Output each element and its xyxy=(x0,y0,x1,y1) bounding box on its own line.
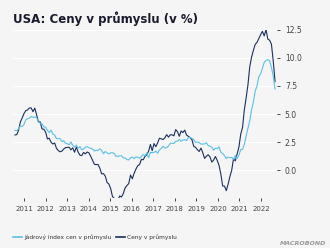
Legend: Jádrový index cen v průmyslu, Ceny v průmyslu: Jádrový index cen v průmyslu, Ceny v prů… xyxy=(11,232,180,243)
Text: MACROBOND: MACROBOND xyxy=(280,241,327,246)
Text: USA: Ceny v průmyslu (v %): USA: Ceny v průmyslu (v %) xyxy=(13,11,198,26)
